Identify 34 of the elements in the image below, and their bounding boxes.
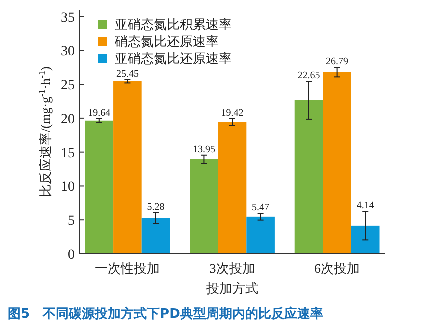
- data-label: 4.14: [356, 200, 374, 212]
- data-label: 25.45: [116, 68, 139, 80]
- bar: [114, 82, 142, 254]
- x-tick-label: 3次投加: [210, 261, 256, 276]
- y-tick-label: 25: [61, 78, 75, 94]
- x-tick-label: 6次投加: [314, 261, 360, 276]
- bar: [85, 120, 114, 254]
- data-label: 5.47: [252, 202, 270, 214]
- data-label: 22.65: [298, 70, 320, 82]
- y-tick-label: 10: [61, 180, 75, 196]
- bar: [218, 122, 247, 254]
- legend-label: 亚硝态氮比积累速率: [115, 17, 232, 32]
- x-axis-title: 投加方式: [206, 281, 258, 296]
- bar: [142, 218, 170, 254]
- y-tick-label: 30: [61, 44, 75, 60]
- y-tick-label: 5: [68, 214, 75, 230]
- bar: [323, 72, 352, 254]
- text: 图5 不同碳源投加方式下PD典型周期内的比反应速率: [8, 306, 324, 322]
- bar: [246, 216, 275, 254]
- data-label: 13.95: [192, 144, 216, 156]
- y-tick-label: 35: [61, 10, 75, 26]
- legend-label: 硝态氮比还原速率: [114, 34, 219, 49]
- data-label: 26.79: [326, 56, 349, 68]
- bar: [294, 100, 324, 254]
- data-label: 19.42: [221, 108, 244, 119]
- x-tick-label: 一次性投加: [95, 261, 160, 276]
- y-tick-label: 20: [61, 112, 75, 128]
- data-label: 5.28: [147, 202, 165, 213]
- bar: [351, 226, 380, 254]
- y-tick-label: 0: [68, 248, 75, 263]
- data-label: 19.64: [88, 108, 111, 119]
- bar: [190, 159, 218, 254]
- y-tick-label: 15: [61, 146, 75, 162]
- legend-label: 亚硝态氮比还原速率: [115, 51, 232, 66]
